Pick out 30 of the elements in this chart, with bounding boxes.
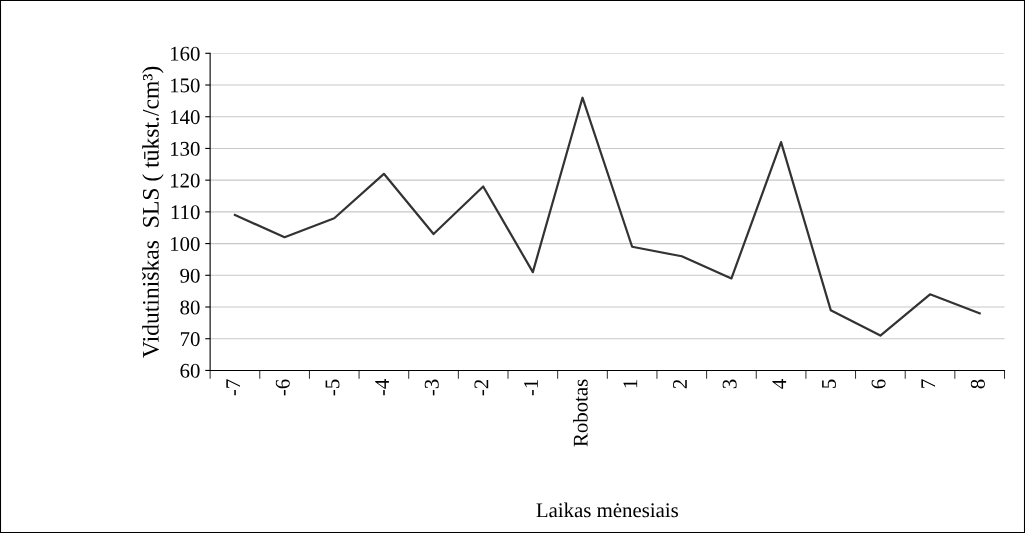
- x-tick-label: -5: [325, 379, 340, 396]
- x-tick-label: 2: [673, 379, 687, 389]
- y-tick-label: 140: [170, 110, 200, 125]
- x-tick-label: 8: [970, 379, 985, 389]
- x-tick-label: 4: [772, 379, 787, 389]
- y-tick-label: 130: [170, 141, 200, 156]
- x-tick-label: Robotas: [573, 379, 588, 447]
- y-tick-label: 70: [180, 332, 200, 347]
- x-tick-label: -4: [375, 379, 389, 396]
- x-tick-label: 6: [871, 379, 886, 389]
- x-tick-label: 1: [623, 380, 638, 388]
- y-tick-label: 60: [180, 363, 200, 378]
- x-tick-label: -3: [424, 379, 439, 396]
- line-series: [233, 96, 981, 337]
- y-tick-label: 100: [170, 236, 200, 252]
- y-tick-label: 110: [171, 205, 200, 220]
- y-tick-label: 160: [170, 46, 200, 61]
- y-tick-label: 80: [180, 300, 200, 315]
- x-tick-label: -7: [226, 379, 240, 396]
- x-tick-label: -2: [474, 379, 489, 396]
- x-tick-label: 5: [822, 379, 836, 388]
- x-tick-label: -6: [275, 379, 290, 396]
- x-tick-label: 3: [722, 379, 737, 389]
- y-tick-label: 120: [170, 173, 200, 188]
- x-axis-title: Laikas mėnesiais: [536, 502, 678, 518]
- y-tick-label: 90: [180, 268, 200, 283]
- x-tick-label: -1: [524, 380, 538, 396]
- x-tick-label: 7: [921, 379, 936, 388]
- y-axis-title: Vidutiniškas SLS ( tūkst./cm³): [142, 66, 164, 358]
- y-tick-label: 150: [170, 78, 200, 93]
